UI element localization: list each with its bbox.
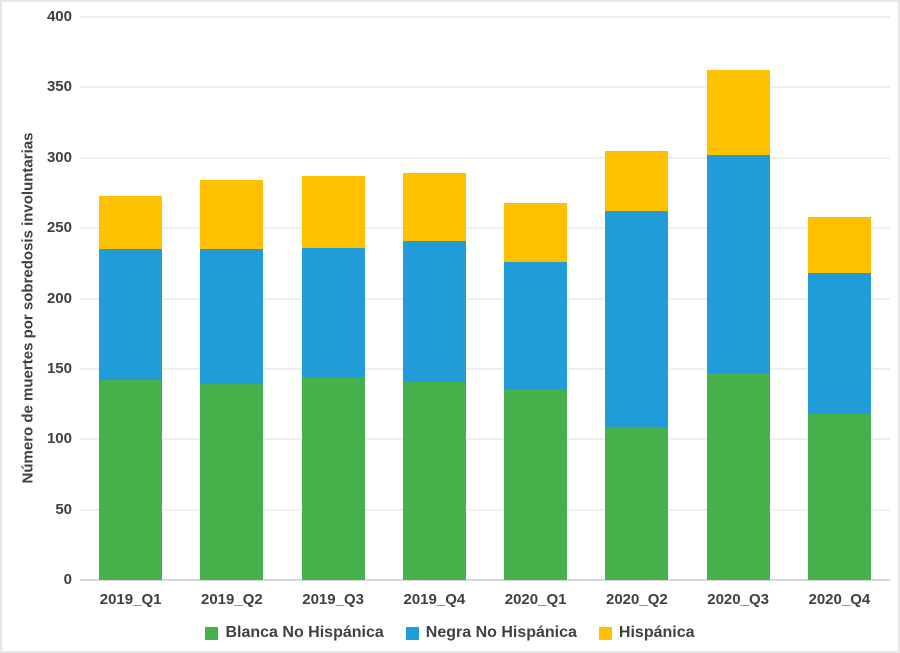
legend-swatch-negra-no-hisp-nica [405, 626, 419, 640]
gridline-100 [80, 438, 890, 441]
legend-label-hisp-nica: Hispánica [618, 624, 695, 641]
x-axis-label-2019-q1: 2019_Q1 [99, 591, 162, 608]
bar-2019-q3-blanca-no-hisp-nica [301, 377, 365, 580]
x-axis-line [80, 579, 890, 581]
x-axis-label-2020-q2: 2020_Q2 [606, 591, 668, 608]
bar-2020-q3-negra-no-hisp-nica [706, 154, 770, 374]
bar-2020-q1-hisp-nica [504, 202, 568, 262]
bar-2020-q4-blanca-no-hisp-nica [807, 413, 871, 580]
gridline-300 [80, 156, 890, 159]
x-axis-label-2019-q3: 2019_Q3 [302, 591, 364, 608]
bar-2019-q4-hisp-nica [402, 173, 466, 241]
bar-2020-q4-hisp-nica [807, 216, 871, 274]
legend: Blanca No Hispánica Negra No Hispánica His… [2, 624, 898, 642]
gridline-350 [80, 86, 890, 89]
bar-2020-q2-negra-no-hisp-nica [605, 211, 669, 427]
bar-2019-q1-negra-no-hisp-nica [99, 249, 163, 381]
y-tick-label-200: 200 [46, 289, 72, 307]
y-tick-label-150: 150 [46, 359, 72, 377]
gridline-250 [80, 227, 890, 230]
bar-2020-q1-blanca-no-hisp-nica [504, 388, 568, 580]
bar-2019-q1-blanca-no-hisp-nica [99, 380, 163, 580]
x-axis-label-2020-q4: 2020_Q4 [808, 591, 871, 608]
bar-2019-q2-hisp-nica [200, 180, 264, 250]
bar-2019-q2-blanca-no-hisp-nica [200, 384, 264, 580]
gridline-150 [80, 367, 890, 370]
bar-2020-q2-blanca-no-hisp-nica [605, 426, 669, 580]
bar-2019-q2-negra-no-hisp-nica [200, 249, 264, 385]
legend-item-negra-no-hisp-nica: Negra No Hispánica [405, 624, 577, 642]
bar-2020-q2-hisp-nica [605, 150, 669, 212]
bar-2019-q4-negra-no-hisp-nica [402, 240, 466, 382]
bar-2020-q4-negra-no-hisp-nica [807, 273, 871, 414]
legend-label-blanca-no-hisp-nica: Blanca No Hispánica [225, 624, 384, 641]
bar-2019-q1-hisp-nica [99, 195, 163, 250]
bar-2019-q3-hisp-nica [301, 176, 365, 248]
y-tick-label-350: 350 [46, 78, 72, 96]
gridline-50 [80, 508, 890, 511]
bar-2020-q3-blanca-no-hisp-nica [706, 373, 770, 580]
x-axis-label-2020-q1: 2020_Q1 [504, 591, 567, 608]
legend-label-negra-no-hisp-nica: Negra No Hispánica [425, 624, 577, 641]
legend-item-blanca-no-hisp-nica: Blanca No Hispánica [205, 624, 384, 642]
bar-2020-q1-negra-no-hisp-nica [504, 261, 568, 389]
x-axis-label-2020-q3: 2020_Q3 [707, 591, 769, 608]
y-tick-label-250: 250 [46, 219, 72, 237]
legend-item-hisp-nica: Hispánica [598, 624, 695, 642]
gridline-400 [80, 16, 890, 18]
y-tick-label-300: 300 [46, 148, 72, 166]
legend-swatch-hisp-nica [598, 626, 612, 640]
gridline-200 [80, 297, 890, 300]
x-axis-label-2019-q2: 2019_Q2 [201, 591, 263, 608]
y-tick-label-100: 100 [46, 430, 72, 448]
y-tick-label-50: 50 [55, 500, 72, 518]
y-tick-label-0: 0 [63, 571, 72, 588]
bar-2020-q3-hisp-nica [706, 70, 770, 155]
bar-2019-q3-negra-no-hisp-nica [301, 247, 365, 378]
x-axis-label-2019-q4: 2019_Q4 [403, 591, 466, 608]
bar-2019-q4-blanca-no-hisp-nica [402, 381, 466, 580]
legend-swatch-blanca-no-hisp-nica [205, 626, 219, 640]
y-tick-label-400: 400 [46, 8, 72, 25]
